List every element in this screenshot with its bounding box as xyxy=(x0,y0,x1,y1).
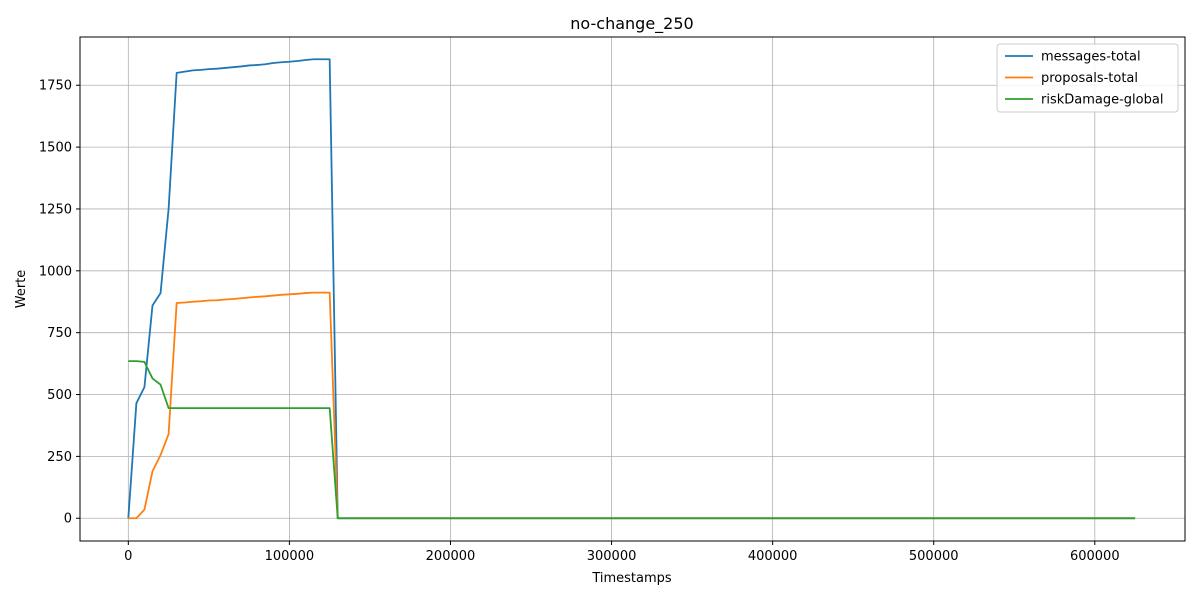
x-tick-label: 400000 xyxy=(748,549,798,564)
x-tick-label: 0 xyxy=(124,549,132,564)
legend-label: riskDamage-global xyxy=(1041,93,1163,108)
chart-title: no-change_250 xyxy=(570,14,693,34)
legend-box xyxy=(996,43,1179,113)
y-axis-label: Werte xyxy=(14,270,29,309)
plot-frame xyxy=(79,36,1186,542)
x-tick-label: 300000 xyxy=(587,549,637,564)
series-group xyxy=(127,58,1136,520)
y-tick-label: 0 xyxy=(64,512,72,527)
y-tick-label: 1250 xyxy=(39,202,72,217)
x-axis-label: Timestamps xyxy=(591,571,672,586)
y-tick-label: 250 xyxy=(47,450,72,465)
series-line-messages-total xyxy=(127,58,1136,520)
x-tick-label: 100000 xyxy=(265,549,315,564)
series-line-riskDamage-global xyxy=(128,360,1136,520)
series-line-proposals-total xyxy=(128,291,1136,520)
legend: messages-total proposals-total riskDamage-… xyxy=(996,43,1179,113)
ticks: 0 100000 200000 300000 400000 500000 600000 0 25… xyxy=(39,79,1120,564)
x-tick-label: 200000 xyxy=(426,549,476,564)
y-tick-label: 750 xyxy=(47,326,72,341)
legend-label: messages-total xyxy=(1041,50,1141,65)
legend-label: proposals-total xyxy=(1041,71,1138,86)
y-tick-label: 1500 xyxy=(39,141,72,156)
y-tick-label: 500 xyxy=(47,388,72,403)
grid xyxy=(80,37,1185,541)
x-tick-label: 600000 xyxy=(1070,549,1120,564)
y-tick-label: 1000 xyxy=(39,264,72,279)
x-tick-label: 500000 xyxy=(909,549,959,564)
y-tick-label: 1750 xyxy=(39,79,72,94)
